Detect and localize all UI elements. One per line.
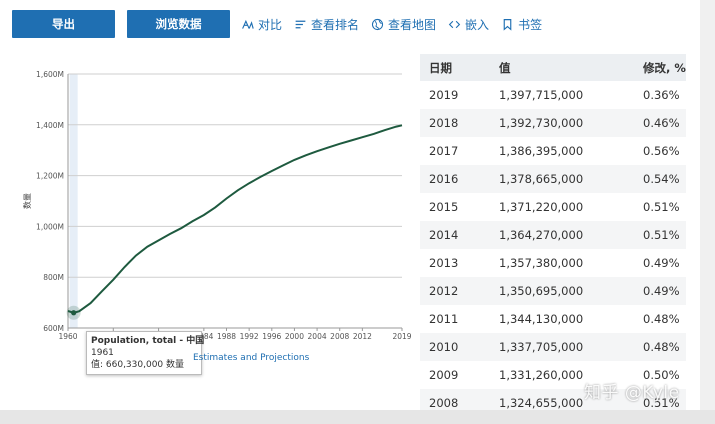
value-cell: 1,371,220,000 <box>499 200 584 214</box>
value-cell: 1,392,730,000 <box>490 109 634 137</box>
tooltip-year: 1961 <box>91 348 114 358</box>
chart-tooltip: Population, total - 中国 1961 值: 660,330,0… <box>86 331 205 375</box>
ranking-link[interactable]: 查看排名 <box>294 16 359 33</box>
change-cell: 0.46% <box>634 109 686 137</box>
source-link[interactable]: Estimates and Projections <box>193 353 310 363</box>
tooltip-title: Population, total - 中国 <box>91 336 205 346</box>
value-cell: 1,397,715,000 <box>499 88 584 102</box>
x-tick-label: 2008 <box>330 332 349 341</box>
y-tick-label: 1,400M <box>36 121 64 130</box>
table-row: 2009 1,331,260,000 0.50% <box>420 361 686 389</box>
bottom-bar <box>0 410 715 424</box>
table-row: 2017 1,386,395,000 0.56% <box>420 137 686 165</box>
export-button[interactable]: 导出 <box>12 10 115 38</box>
date-header[interactable]: 日期 <box>420 54 490 81</box>
x-tick-label: 1992 <box>240 332 259 341</box>
value-cell: 1,350,695,000 <box>490 277 634 305</box>
date-cell: 2015 <box>429 200 459 214</box>
bookmark-icon <box>503 18 512 31</box>
table-row: 2019 1,397,715,000 0.36% <box>420 81 686 109</box>
change-cell: 0.50% <box>643 368 680 382</box>
value-cell: 1,364,270,000 <box>490 221 634 249</box>
change-cell: 0.49% <box>643 256 680 270</box>
table-row: 2011 1,344,130,000 0.48% <box>420 305 686 333</box>
map-label: 查看地图 <box>388 17 437 32</box>
table-header-row: 日期 值 修改, % <box>420 54 686 81</box>
x-tick-label: 1984 <box>194 332 213 341</box>
y-tick-label: 600M <box>43 324 64 333</box>
data-table: 日期 值 修改, % 2019 1,397,715,000 0.36% 2018 1,3… <box>420 54 686 417</box>
map-link[interactable]: 查看地图 <box>371 16 436 33</box>
change-header[interactable]: 修改, % <box>634 54 686 81</box>
bookmark-link[interactable]: 书签 <box>501 16 542 33</box>
value-cell: 1,337,705,000 <box>490 333 634 361</box>
bookmark-label: 书签 <box>518 17 543 32</box>
vertical-scrollbar[interactable] <box>700 0 715 410</box>
tooltip-value: 值: 660,330,000 数量 <box>91 360 185 370</box>
compare-icon <box>242 19 254 29</box>
x-tick-label: 1960 <box>58 332 77 341</box>
table-row: 2013 1,357,380,000 0.49% <box>420 249 686 277</box>
population-series-line <box>67 124 403 314</box>
y-tick-label: 1,200M <box>36 172 64 181</box>
value-cell: 1,344,130,000 <box>499 312 584 326</box>
x-tick-label: 1988 <box>217 332 236 341</box>
change-cell: 0.36% <box>643 88 680 102</box>
globe-icon <box>371 18 384 30</box>
date-cell: 2011 <box>429 312 459 326</box>
table-row: 2012 1,350,695,000 0.49% <box>420 277 686 305</box>
browse-data-button[interactable]: 浏览数据 <box>127 10 230 38</box>
date-cell: 2009 <box>429 368 459 382</box>
embed-label: 嵌入 <box>465 17 490 32</box>
watermark: 知乎 @Kyle <box>584 383 680 403</box>
change-cell: 0.48% <box>634 333 686 361</box>
table-row: 2018 1,392,730,000 0.46% <box>420 109 686 137</box>
date-cell: 2012 <box>420 277 490 305</box>
compare-label: 对比 <box>258 17 283 32</box>
ranking-label: 查看排名 <box>311 17 360 32</box>
change-cell: 0.54% <box>634 165 686 193</box>
date-cell: 2016 <box>420 165 490 193</box>
table-row: 2010 1,337,705,000 0.48% <box>420 333 686 361</box>
y-tick-label: 800M <box>43 273 64 282</box>
date-cell: 2019 <box>429 88 459 102</box>
change-cell: 0.48% <box>643 312 680 326</box>
value-cell: 1,357,380,000 <box>499 256 584 270</box>
value-cell: 1,331,260,000 <box>499 368 584 382</box>
table-row: 2016 1,378,665,000 0.54% <box>420 165 686 193</box>
hover-band <box>69 74 78 328</box>
x-tick-label: 2004 <box>308 332 327 341</box>
date-cell: 2013 <box>429 256 459 270</box>
date-cell: 2017 <box>429 144 459 158</box>
change-cell: 0.51% <box>643 200 680 214</box>
ranking-list-icon <box>295 20 306 28</box>
change-cell: 0.51% <box>634 221 686 249</box>
code-icon <box>448 20 461 28</box>
value-header[interactable]: 值 <box>490 54 634 81</box>
table-row: 2014 1,364,270,000 0.51% <box>420 221 686 249</box>
value-cell: 1,386,395,000 <box>499 144 584 158</box>
x-tick-label: 2000 <box>285 332 304 341</box>
x-tick-label: 1996 <box>262 332 281 341</box>
y-axis-label: 数量 <box>22 193 32 209</box>
population-line-chart[interactable]: 600M 800M 1,000M 1,200M 1,400M 1,600M 数量 1960 19… <box>0 58 415 348</box>
hover-point <box>71 310 77 316</box>
date-cell: 2010 <box>420 333 490 361</box>
date-cell: 2014 <box>420 221 490 249</box>
table-row: 2015 1,371,220,000 0.51% <box>420 193 686 221</box>
change-cell: 0.49% <box>634 277 686 305</box>
date-cell: 2018 <box>420 109 490 137</box>
y-tick-label: 1,600M <box>36 70 64 79</box>
x-tick-label: 2019 <box>392 332 411 341</box>
value-cell: 1,378,665,000 <box>490 165 634 193</box>
x-tick-label: 2012 <box>353 332 372 341</box>
compare-link[interactable]: 对比 <box>241 16 282 33</box>
change-cell: 0.56% <box>643 144 680 158</box>
embed-link[interactable]: 嵌入 <box>448 16 489 33</box>
y-tick-label: 1,000M <box>36 222 64 231</box>
toolbar: 对比 查看排名 查看地图 嵌入 书签 <box>241 14 542 34</box>
